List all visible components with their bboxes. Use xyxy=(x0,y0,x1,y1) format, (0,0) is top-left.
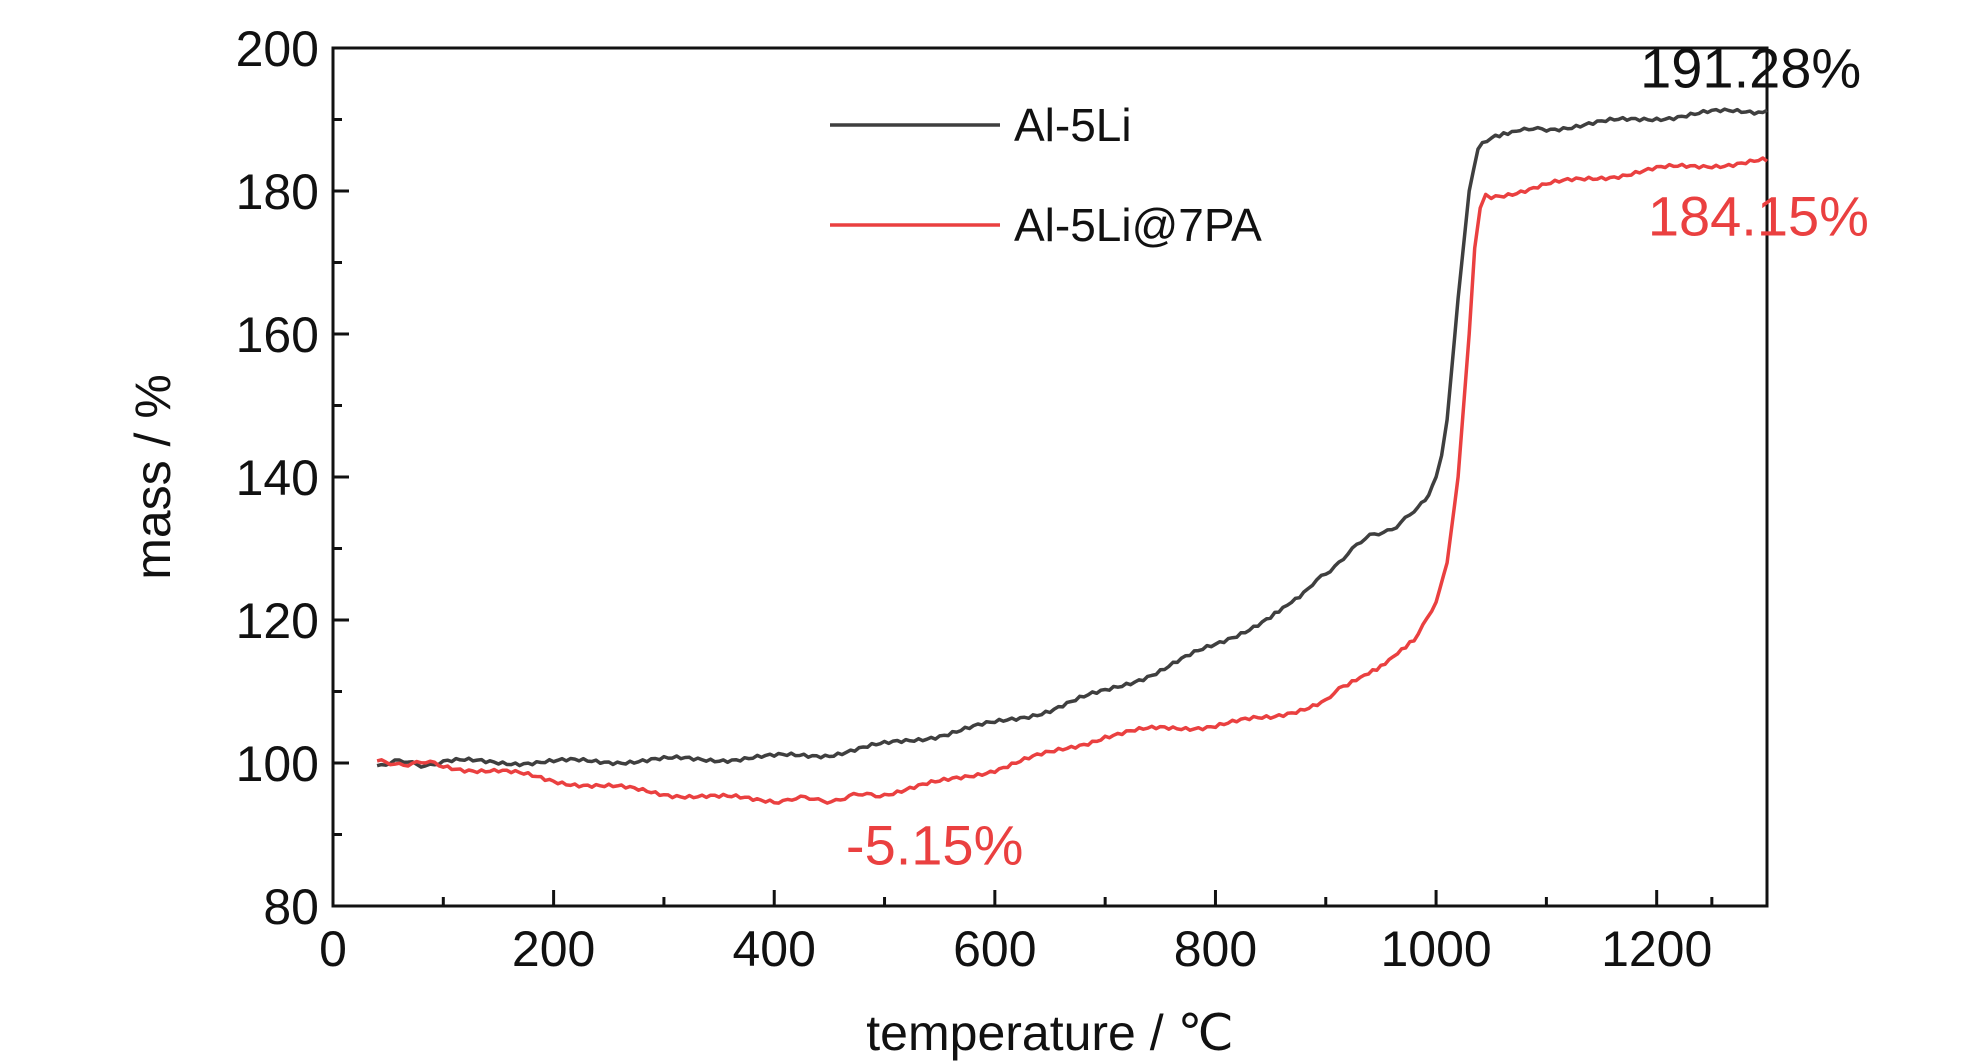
y-tick-label: 140 xyxy=(236,450,319,506)
legend: Al-5Li Al-5Li@7PA xyxy=(830,99,1262,251)
x-axis-title: temperature / ℃ xyxy=(866,1005,1233,1061)
x-tick-label: 800 xyxy=(1174,921,1257,977)
x-tick-label: 600 xyxy=(953,921,1036,977)
x-axis: 0 200 400 600 800 1000 1200 xyxy=(319,890,1714,977)
annotation-label: 184.15% xyxy=(1648,184,1869,247)
y-axis: 80 100 120 140 160 180 200 xyxy=(236,21,349,935)
x-tick-label: 400 xyxy=(733,921,816,977)
legend-label: Al-5Li xyxy=(1014,99,1132,151)
plot-area xyxy=(331,46,1769,908)
y-axis-title: mass / % xyxy=(125,374,181,580)
x-tick-label: 1200 xyxy=(1601,921,1712,977)
x-tick-label: 200 xyxy=(512,921,595,977)
y-tick-label: 180 xyxy=(236,164,319,220)
series-line-al-5li xyxy=(376,107,1768,769)
series-line-al-5li-7pa xyxy=(376,156,1769,805)
y-tick-label: 80 xyxy=(263,879,319,935)
y-tick-label: 200 xyxy=(236,21,319,77)
legend-label: Al-5Li@7PA xyxy=(1014,199,1262,251)
y-tick-label: 100 xyxy=(236,736,319,792)
plot-frame xyxy=(331,46,1769,908)
annotation-layer: 191.28% 184.15% -5.15% xyxy=(846,36,1869,876)
annotation-label: -5.15% xyxy=(846,814,1023,877)
x-tick-label: 1000 xyxy=(1380,921,1491,977)
x-tick-label: 0 xyxy=(319,921,347,977)
annotation-label: 191.28% xyxy=(1640,36,1861,99)
y-tick-label: 120 xyxy=(236,593,319,649)
series-layer xyxy=(376,107,1769,805)
y-tick-label: 160 xyxy=(236,307,319,363)
